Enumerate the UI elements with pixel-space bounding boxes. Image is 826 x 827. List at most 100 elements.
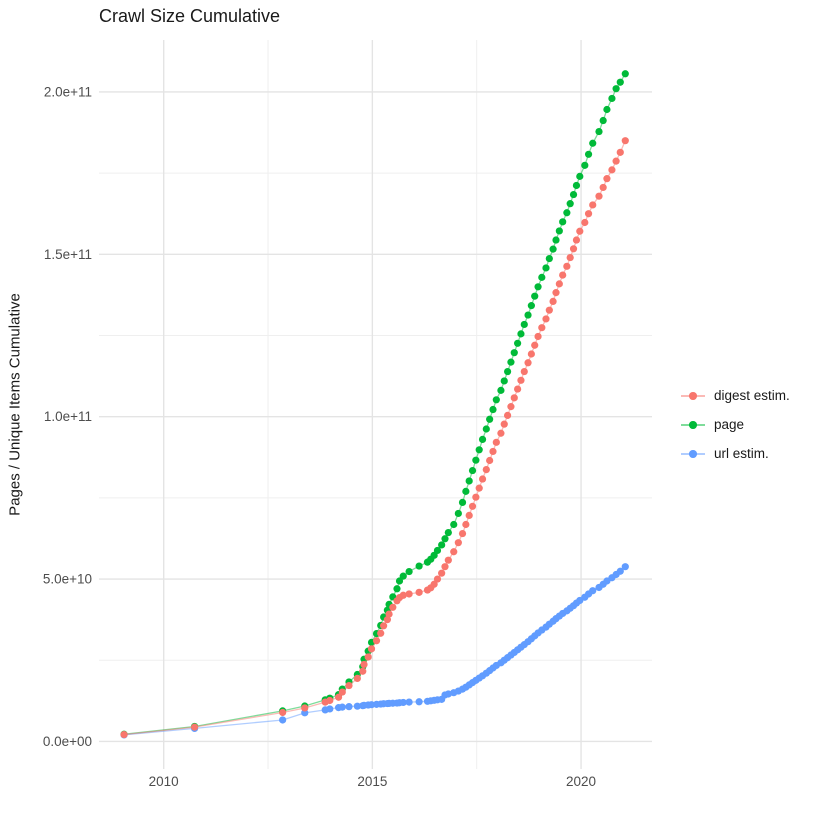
legend-key-icon <box>681 391 705 401</box>
data-point <box>507 403 515 411</box>
y-tick-label: 5.0e+10 <box>43 572 92 587</box>
legend-item-url-estim: url estim. <box>681 439 790 468</box>
data-point <box>279 716 287 724</box>
data-point <box>572 236 581 244</box>
legend-item-digest-estim: digest estim. <box>681 381 790 410</box>
data-point <box>465 477 473 485</box>
data-point <box>399 572 407 580</box>
data-point <box>454 539 462 547</box>
data-point <box>444 690 452 698</box>
legend-label: page <box>714 417 745 432</box>
data-point <box>353 674 361 683</box>
data-point <box>367 645 376 653</box>
data-point <box>441 535 449 543</box>
data-point <box>359 667 367 675</box>
data-point <box>475 446 483 454</box>
data-point <box>549 245 557 253</box>
data-point <box>566 253 574 262</box>
data-point <box>486 456 494 465</box>
data-point <box>552 236 560 244</box>
data-point <box>478 435 487 444</box>
data-point <box>364 653 372 661</box>
data-point <box>517 330 525 338</box>
data-point <box>555 227 563 235</box>
data-point <box>489 405 497 414</box>
x-tick-label: 2015 <box>357 774 387 789</box>
data-point <box>430 580 438 588</box>
data-point <box>399 591 407 599</box>
data-point <box>563 209 571 217</box>
data-point <box>377 629 385 637</box>
series-line <box>123 566 626 736</box>
data-point <box>472 456 480 464</box>
data-point <box>500 420 508 428</box>
data-point <box>482 425 490 433</box>
x-tick-label: 2010 <box>149 774 179 789</box>
data-point <box>395 577 404 585</box>
data-point <box>489 447 497 456</box>
series-line <box>123 140 626 736</box>
data-point <box>599 183 607 192</box>
data-point <box>415 698 423 706</box>
data-point <box>520 320 528 329</box>
data-point <box>385 610 393 618</box>
legend-key-icon <box>681 449 705 459</box>
data-point <box>589 201 597 209</box>
data-point <box>545 306 553 314</box>
legend-item-page: page <box>681 410 790 439</box>
data-point <box>372 637 381 645</box>
data-point <box>581 161 589 169</box>
data-point <box>415 588 423 596</box>
data-point <box>616 148 624 156</box>
data-point <box>486 415 494 423</box>
data-point <box>576 172 584 180</box>
data-point <box>438 541 446 549</box>
data-point <box>576 227 584 235</box>
data-point <box>517 376 525 384</box>
data-point <box>478 475 487 483</box>
data-point <box>616 567 624 575</box>
y-tick-label: 1.0e+11 <box>44 409 92 424</box>
data-point <box>444 556 452 564</box>
data-point <box>334 693 343 701</box>
data-point <box>326 705 334 713</box>
data-point <box>569 190 578 199</box>
data-point <box>438 569 446 577</box>
data-point <box>542 264 550 272</box>
data-point <box>345 681 353 690</box>
legend-key-dot <box>689 450 697 458</box>
data-point <box>345 703 353 711</box>
y-tick-label: 0.0e+00 <box>43 734 92 749</box>
legend: digest estim. page url estim. <box>681 381 790 468</box>
data-point <box>534 332 542 341</box>
legend-label: url estim. <box>714 446 769 461</box>
y-tick-label: 2.0e+11 <box>44 84 92 99</box>
data-point <box>621 70 629 78</box>
data-point <box>497 386 505 394</box>
data-point <box>338 703 346 711</box>
data-point <box>595 127 603 136</box>
data-point <box>510 394 518 402</box>
data-point <box>603 105 611 114</box>
data-point <box>559 218 567 226</box>
data-point <box>566 200 574 208</box>
data-point <box>393 585 401 593</box>
data-point <box>531 292 539 300</box>
data-point <box>468 466 477 475</box>
data-point <box>450 520 458 529</box>
data-point <box>608 166 616 174</box>
data-point <box>279 708 287 717</box>
x-tick-label: 2020 <box>566 774 596 789</box>
data-point <box>612 85 620 93</box>
data-point <box>514 339 522 347</box>
data-point <box>492 438 500 446</box>
data-point <box>405 567 413 576</box>
data-point <box>389 603 397 611</box>
data-point <box>527 350 535 358</box>
data-point <box>524 359 532 367</box>
data-point <box>415 562 423 570</box>
data-point <box>462 520 470 529</box>
data-point <box>538 273 546 281</box>
data-point <box>569 245 578 253</box>
